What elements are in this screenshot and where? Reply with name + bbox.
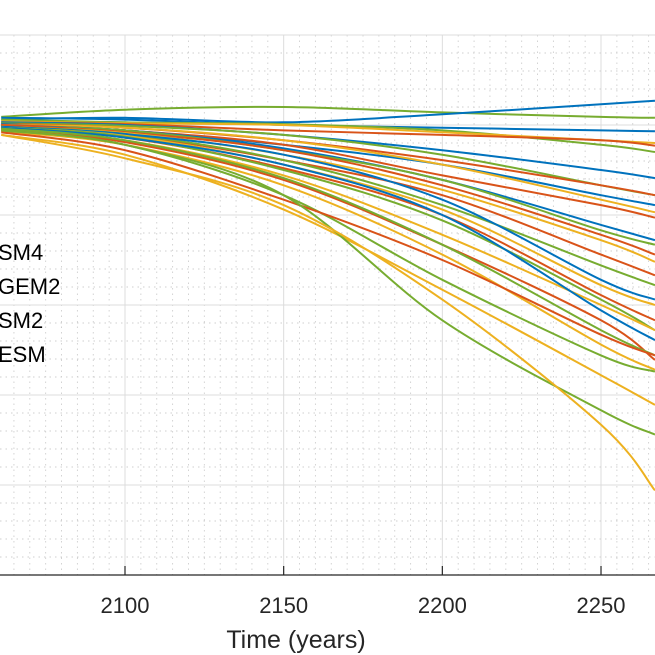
series-line-green bbox=[1, 125, 655, 246]
x-tick-label: 2200 bbox=[418, 593, 467, 618]
series-line-yellow bbox=[1, 130, 655, 371]
x-tick-labels: 2100 2150 2200 2250 bbox=[101, 593, 626, 618]
series-line-orange bbox=[1, 129, 655, 361]
series-line-green bbox=[1, 129, 655, 436]
legend: SM4 GEM2 SM2 ESM bbox=[0, 236, 60, 372]
series-line-green bbox=[1, 127, 655, 357]
series-line-orange bbox=[1, 131, 655, 357]
series-line-yellow bbox=[1, 133, 655, 492]
series-line-blue bbox=[1, 99, 655, 124]
series-line-blue bbox=[1, 125, 655, 301]
x-tick-label: 2100 bbox=[101, 593, 150, 618]
x-axis-label: Time (years) bbox=[226, 626, 365, 654]
legend-entry: ESM bbox=[0, 342, 46, 367]
series-line-yellow bbox=[1, 133, 655, 406]
axes bbox=[0, 566, 655, 576]
legend-entry: SM2 bbox=[0, 308, 44, 333]
series-line-blue bbox=[1, 126, 655, 341]
x-tick-label: 2250 bbox=[577, 593, 626, 618]
legend-entry: GEM2 bbox=[0, 274, 61, 299]
series-lines bbox=[1, 99, 655, 492]
x-tick-label: 2150 bbox=[259, 593, 308, 618]
series-line-green bbox=[1, 105, 655, 119]
series-line-yellow bbox=[1, 124, 655, 214]
series-line-green bbox=[1, 126, 655, 332]
legend-entry: SM4 bbox=[0, 240, 44, 265]
